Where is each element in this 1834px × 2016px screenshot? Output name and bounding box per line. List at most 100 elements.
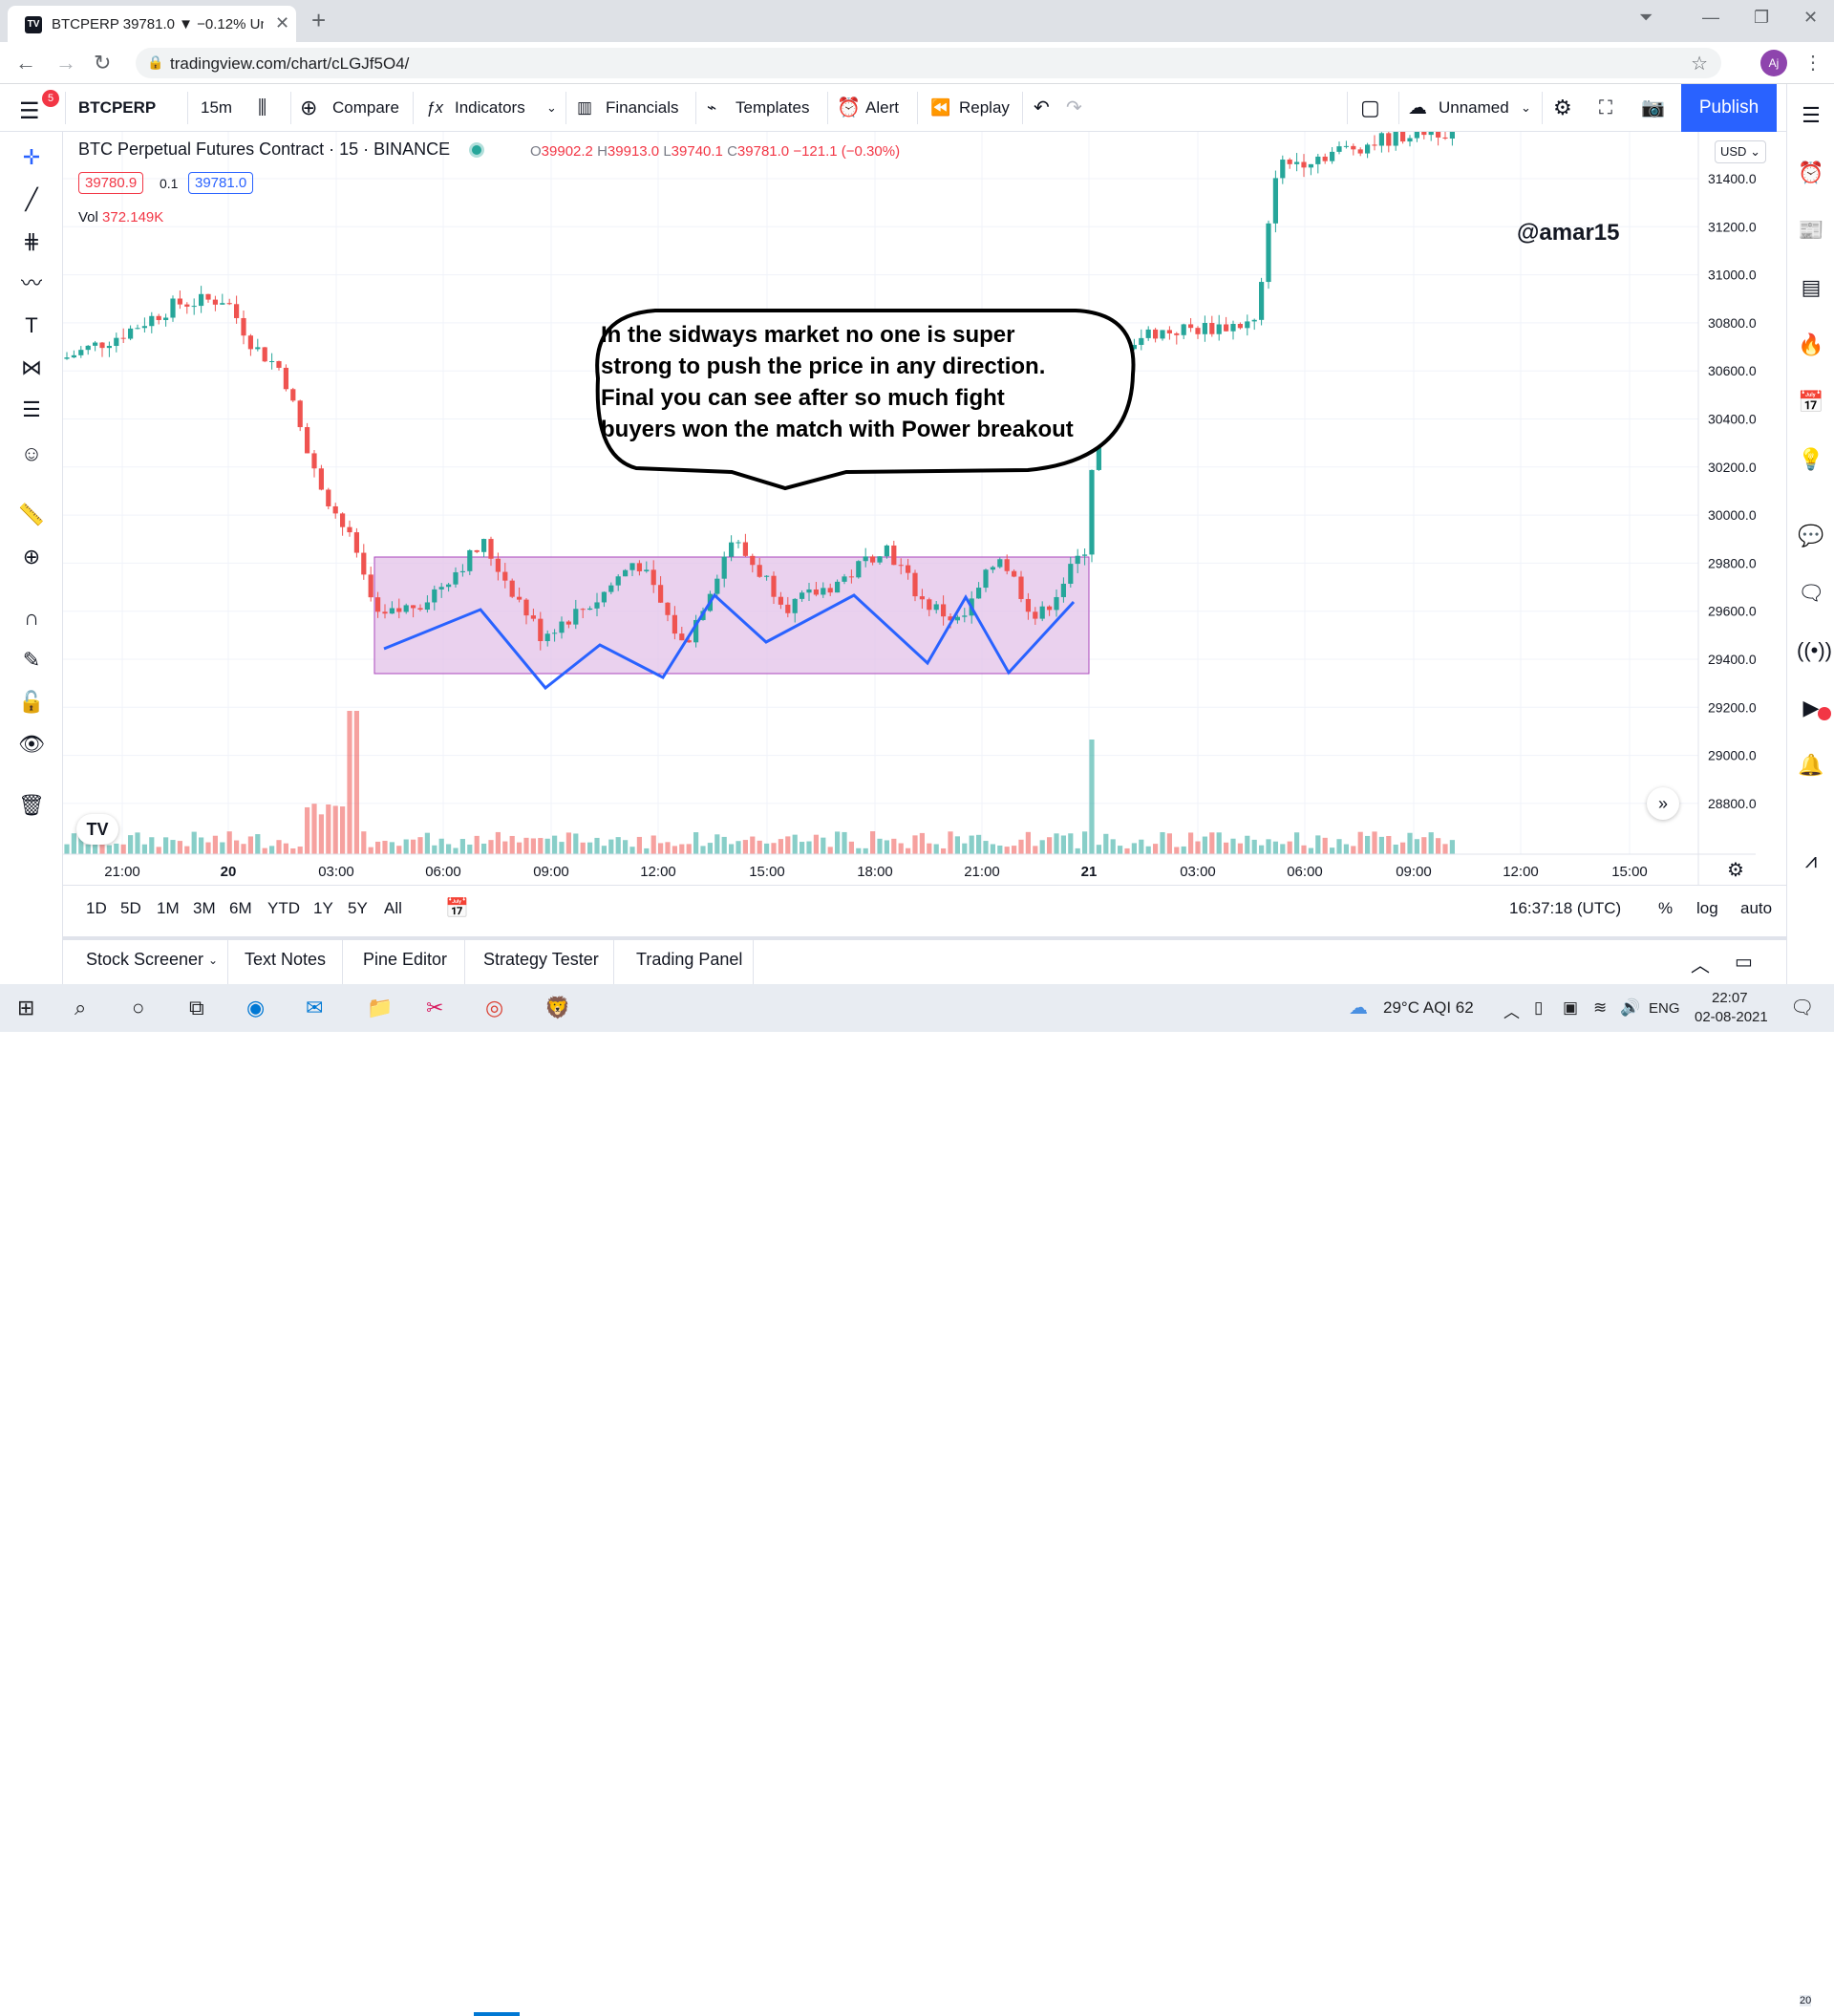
ruler-icon[interactable]: 📏 [18, 503, 45, 526]
templates-button[interactable]: Templates [736, 98, 810, 117]
indicators-button[interactable]: Indicators [455, 98, 525, 117]
task-view-icon[interactable]: ⧉ [189, 996, 204, 1019]
utc-clock[interactable]: 16:37:18 (UTC) [1509, 899, 1622, 917]
buy-price-button[interactable]: 39781.0 [188, 172, 254, 194]
range-all[interactable]: All [384, 899, 402, 917]
chevron-down-icon[interactable]: ⌄ [1521, 100, 1531, 115]
tab-trading-panel[interactable]: Trading Panel [636, 950, 743, 969]
chart-settings-gear-icon[interactable]: ⚙ [1727, 860, 1744, 881]
stay-drawing-icon[interactable]: ✎ [22, 648, 41, 672]
fullscreen-icon[interactable]: ⛶ [1599, 97, 1612, 118]
cloud-save-icon[interactable]: ☁ [1408, 97, 1427, 118]
templates-icon[interactable]: ⌁ [707, 98, 717, 117]
mail-icon[interactable]: ✉ [306, 996, 324, 1019]
range-3m[interactable]: 3M [193, 899, 216, 917]
tab-stock-screener[interactable]: Stock Screener [86, 950, 204, 969]
trade-chart-icon[interactable]: ⩘ [1804, 848, 1818, 872]
volume-speaker-icon[interactable]: 🔊 [1620, 998, 1641, 1017]
range-ytd[interactable]: YTD [267, 899, 300, 917]
hotlists-fire-icon[interactable]: 🔥 [1798, 332, 1824, 356]
wifi-icon[interactable]: ≋ [1593, 998, 1608, 1017]
minimize-icon[interactable]: — [1702, 8, 1719, 27]
streams-icon[interactable]: ((•)) [1797, 638, 1833, 662]
edge-browser-icon[interactable]: ◉ [246, 996, 266, 1019]
auto-toggle[interactable]: auto [1740, 899, 1773, 917]
cortana-icon[interactable]: ○ [132, 996, 145, 1019]
undo-icon[interactable]: ↶ [1034, 97, 1050, 118]
indicators-fx-icon[interactable]: ƒx [426, 98, 443, 117]
language-indicator[interactable]: ENG [1649, 1000, 1680, 1017]
zoom-in-icon[interactable]: ⊕ [22, 545, 41, 568]
alerts-clock-icon[interactable]: ⏰ [1798, 161, 1824, 184]
range-1y[interactable]: 1Y [313, 899, 333, 917]
chevron-down-icon[interactable]: ⌄ [208, 954, 219, 967]
prediction-icon[interactable]: ⋈ [21, 355, 42, 379]
hide-drawings-eye-icon[interactable]: 👁 [18, 732, 45, 756]
financials-button[interactable]: Financials [606, 98, 679, 117]
snipping-tool-icon[interactable]: ✂ [426, 996, 444, 1019]
clock-date[interactable]: 02-08-2021 [1695, 1009, 1768, 1025]
close-tab-icon[interactable]: ✕ [275, 13, 290, 32]
calendar-icon[interactable]: 📅 [1798, 390, 1824, 414]
brave-browser-icon[interactable]: 🦁 [544, 996, 571, 1019]
tab-text-notes[interactable]: Text Notes [245, 950, 327, 969]
tab-pine-editor[interactable]: Pine Editor [363, 950, 448, 969]
url-field[interactable]: 🔒 tradingview.com/chart/cLGJf5O4/ ☆ [136, 48, 1721, 78]
collapse-panel-icon[interactable]: ︿ [1691, 955, 1710, 976]
back-icon[interactable]: ← [15, 51, 36, 75]
fib-retracement-icon[interactable]: ⋕ [22, 229, 41, 253]
magnet-icon[interactable]: ∩ [24, 606, 39, 630]
text-tool-icon[interactable]: T [25, 313, 38, 337]
forward-icon[interactable]: → [55, 51, 76, 75]
range-5y[interactable]: 5Y [348, 899, 368, 917]
range-6m[interactable]: 6M [229, 899, 252, 917]
price-chart[interactable]: 31400.0 31200.0 31000.0 30800.0 30600.0 30400… [63, 132, 1786, 885]
log-toggle[interactable]: log [1696, 899, 1718, 917]
layout-select-icon[interactable]: ▢ [1360, 96, 1380, 119]
symbol-legend[interactable]: BTC Perpetual Futures Contract · 15 · BI… [78, 139, 482, 160]
range-1d[interactable]: 1D [86, 899, 107, 917]
compare-button[interactable]: Compare [332, 98, 399, 117]
replay-stream-icon[interactable]: ▶ [1802, 696, 1820, 719]
percent-toggle[interactable]: % [1658, 899, 1674, 917]
replay-icon[interactable]: ⏪ [930, 98, 951, 117]
main-menu-icon[interactable]: ☰ [19, 98, 40, 124]
reload-icon[interactable]: ↻ [94, 51, 112, 75]
notifications-bell-icon[interactable]: 🔔 [1798, 753, 1824, 777]
alert-clock-icon[interactable]: ⏰ [837, 97, 861, 118]
chrome-icon[interactable]: ◎ [485, 996, 504, 1019]
sell-price-button[interactable]: 39780.9 [78, 172, 144, 194]
windows-start-icon[interactable]: ⊞ [17, 996, 35, 1019]
snapshot-camera-icon[interactable]: 📷 [1641, 97, 1665, 118]
weather-cloud-icon[interactable]: ☁ [1349, 997, 1368, 1019]
close-window-icon[interactable]: ✕ [1803, 8, 1819, 27]
profile-dropdown-icon[interactable]: ⏷ [1639, 8, 1653, 27]
settings-gear-icon[interactable]: ⚙ [1553, 96, 1572, 119]
trend-line-icon[interactable]: ╱ [25, 187, 38, 211]
show-hidden-icons-icon[interactable]: ︿ [1503, 1003, 1520, 1021]
ideas-bulb-icon[interactable]: 💡 [1798, 447, 1824, 471]
chevron-down-icon[interactable]: ⌄ [546, 100, 557, 115]
restore-icon[interactable]: ❐ [1754, 8, 1770, 27]
financials-chart-icon[interactable]: ▥ [577, 98, 593, 117]
interval-button[interactable]: 15m [201, 98, 233, 117]
maximize-panel-icon[interactable]: ▭ [1735, 952, 1753, 973]
news-icon[interactable]: 📰 [1798, 218, 1824, 242]
symbol-search-button[interactable]: BTCPERP [78, 98, 157, 117]
bar-style-icon[interactable]: ⫼ [258, 97, 267, 118]
data-window-icon[interactable]: ▤ [1801, 275, 1822, 299]
messages-icon[interactable]: 🗨 [1798, 581, 1824, 605]
new-tab-icon[interactable]: + [311, 6, 327, 34]
bookmark-star-icon[interactable]: ☆ [1691, 54, 1708, 75]
tradingview-logo[interactable]: TV [76, 814, 118, 845]
alert-button[interactable]: Alert [865, 98, 899, 117]
browser-menu-icon[interactable]: ⋮ [1803, 53, 1823, 74]
replay-button[interactable]: Replay [959, 98, 1010, 117]
profile-avatar[interactable]: Aj [1760, 50, 1787, 76]
tab-strategy-tester[interactable]: Strategy Tester [483, 950, 599, 969]
watchlist-icon[interactable]: ☰ [1802, 103, 1821, 127]
browser-tab[interactable]: TV BTCPERP 39781.0 ▼ −0.12% Unnamed ✕ [8, 6, 296, 42]
layout-name-button[interactable]: Unnamed [1439, 98, 1509, 117]
file-explorer-icon[interactable]: 📁 [367, 996, 394, 1019]
clock-time[interactable]: 22:07 [1712, 990, 1748, 1006]
